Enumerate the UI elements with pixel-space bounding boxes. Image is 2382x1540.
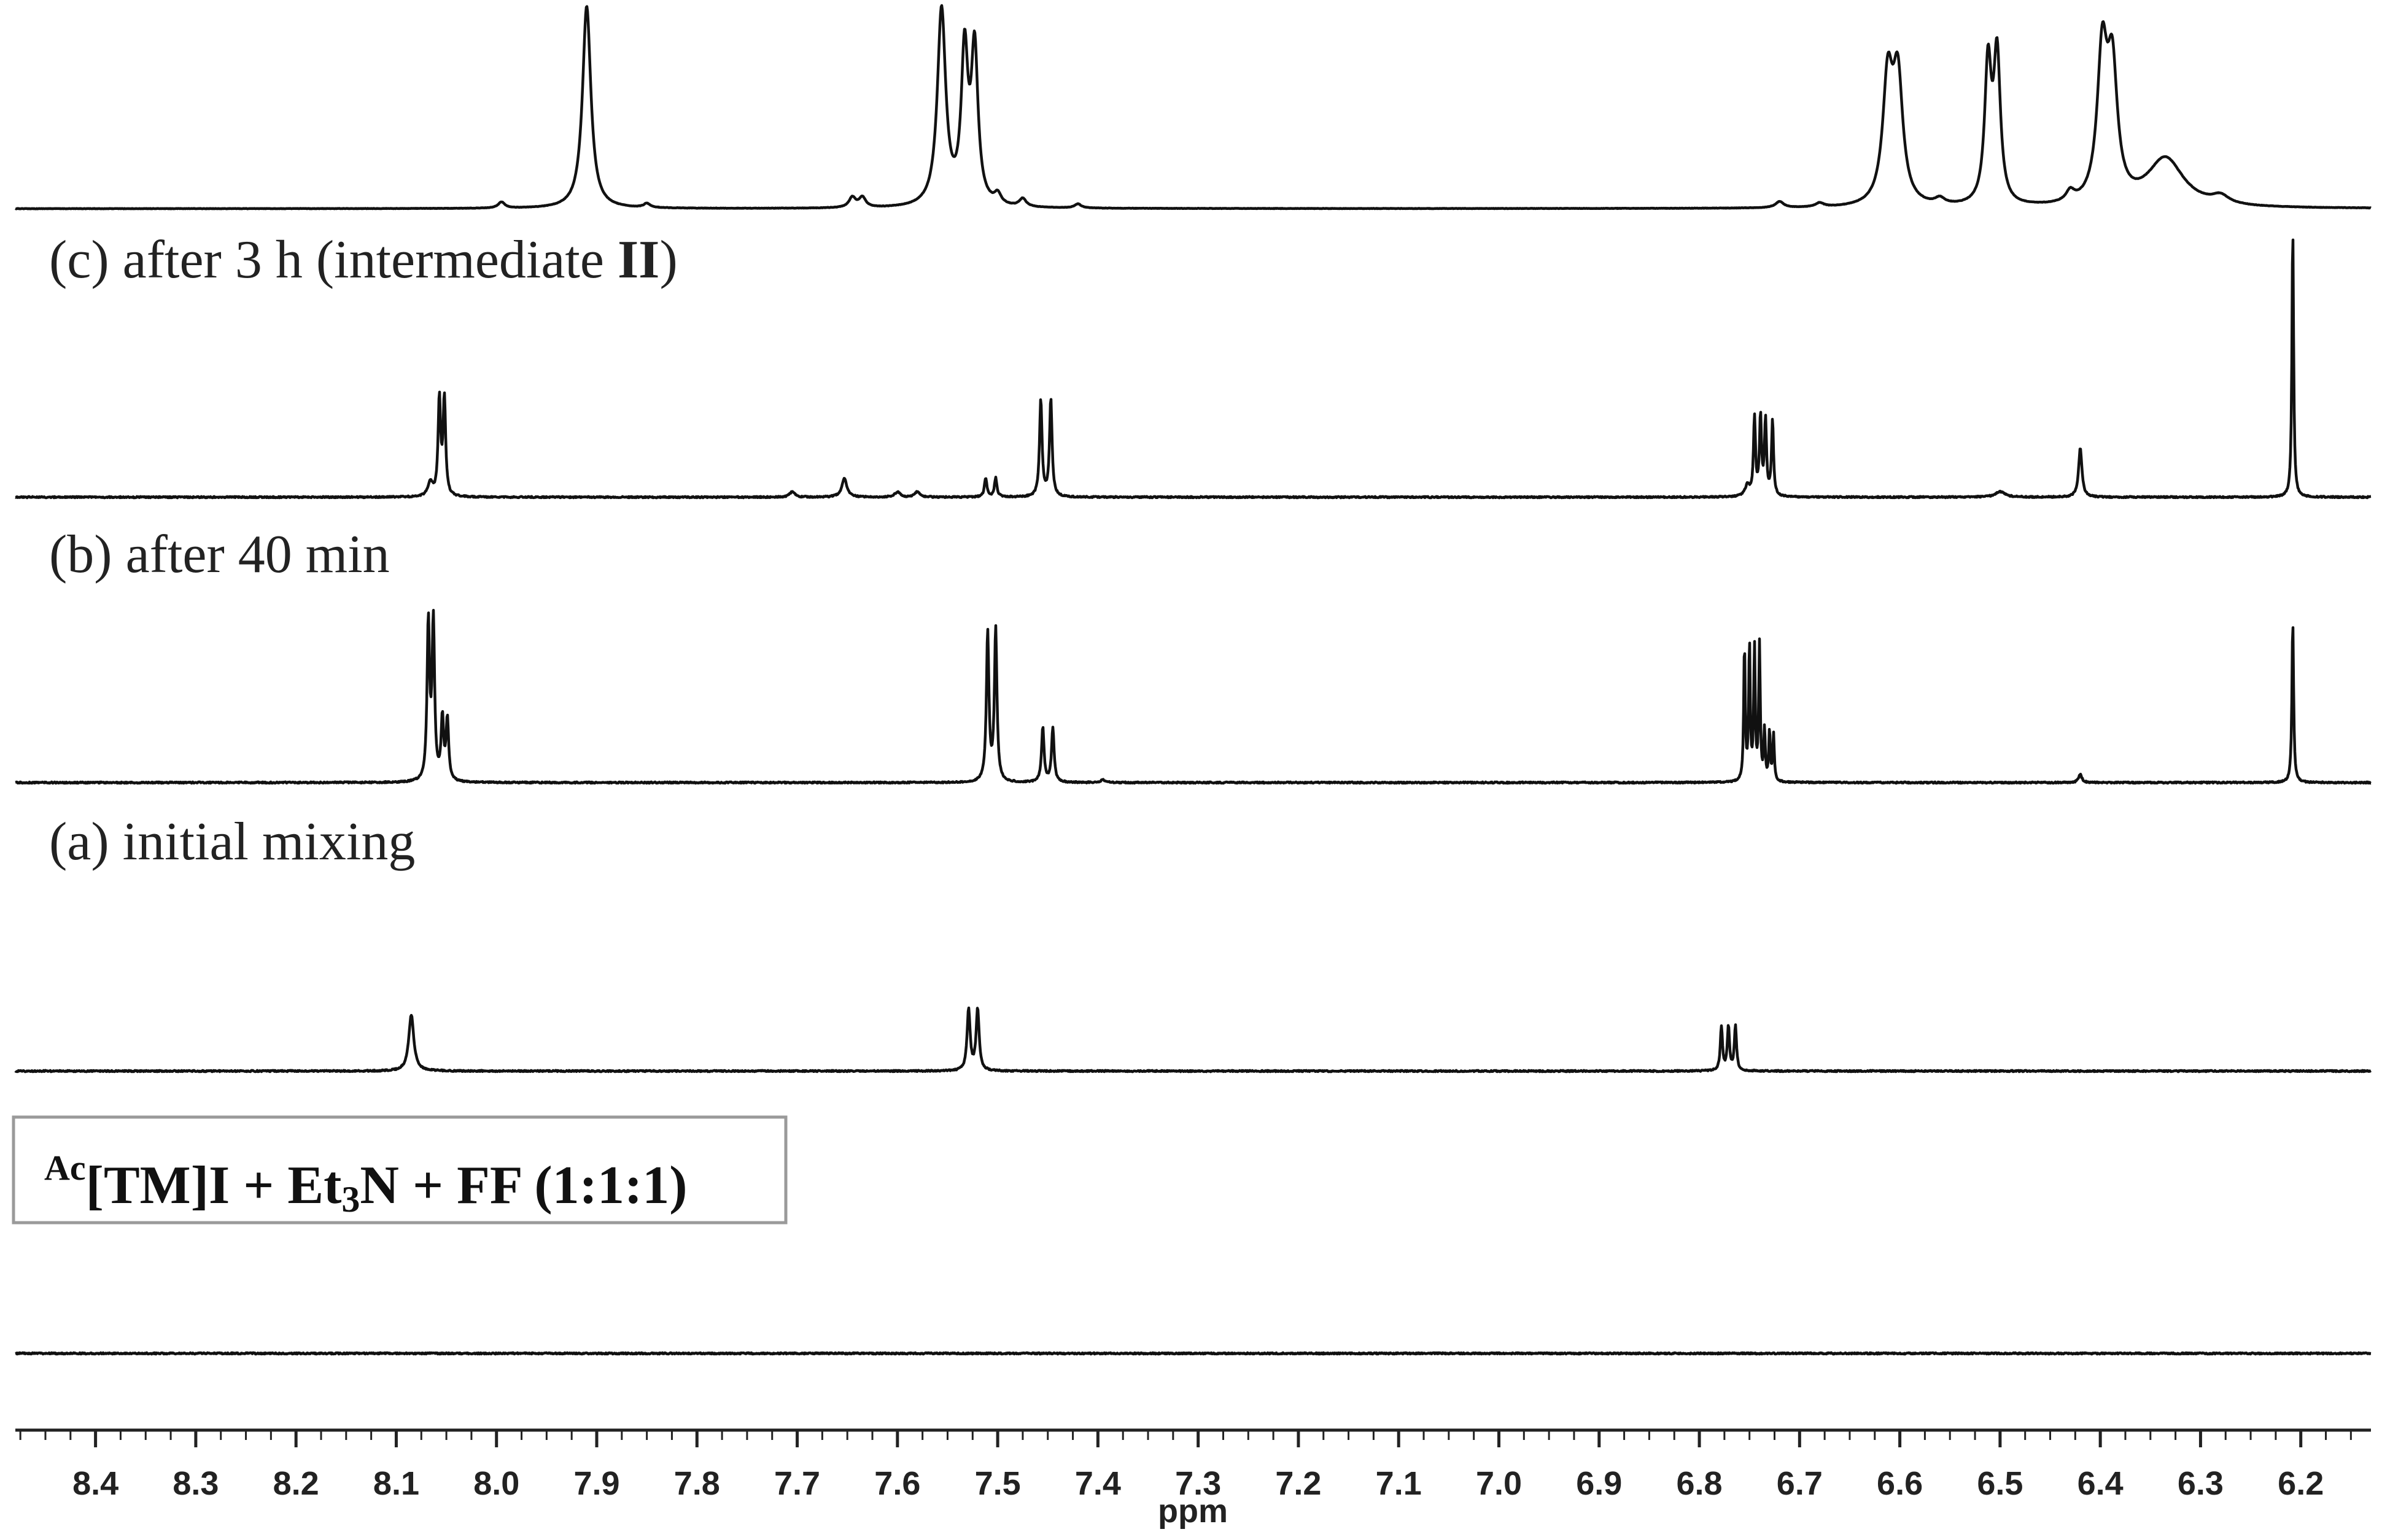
- x-tick-label: 7.4: [1075, 1465, 1121, 1502]
- x-tick-label: 7.8: [674, 1465, 720, 1502]
- spectrum-trace-2: [14, 238, 2372, 500]
- x-tick-label: 8.3: [173, 1465, 219, 1502]
- x-tick-label: 8.2: [273, 1465, 319, 1502]
- x-tick-label: 7.0: [1476, 1465, 1522, 1502]
- x-tick-label: 8.1: [373, 1465, 419, 1502]
- spectrum-trace-1: [14, 4, 2372, 211]
- x-tick-label: 7.6: [874, 1465, 920, 1502]
- x-tick-label: 7.7: [774, 1465, 820, 1502]
- x-tick-label: 6.9: [1576, 1465, 1622, 1502]
- x-tick-label: 6.6: [1877, 1465, 1923, 1502]
- spectrum-trace-3: [14, 609, 2372, 785]
- x-tick-label: 8.0: [473, 1465, 519, 1502]
- spectrum-label-b: (b) after 40 min: [49, 525, 390, 584]
- x-tick-label: 6.2: [2278, 1465, 2324, 1502]
- x-axis: 8.4 8.3 8.2 8.1 8.0 7.9 7.8 7.7 7.6 7.5 7.4 7.3 7.2 7…: [15, 1428, 2371, 1530]
- reagent-legend-box: Ac[TM]I + Et3N + FF (1:1:1): [12, 1115, 788, 1225]
- spectra-traces: [14, 4, 2372, 1356]
- x-tick-label: 7.1: [1376, 1465, 1422, 1502]
- x-tick-label: 6.3: [2178, 1465, 2224, 1502]
- x-tick-label: 7.3: [1175, 1465, 1221, 1502]
- spectrum-label-a: (a) initial mixing: [49, 812, 415, 872]
- x-tick-label: 6.8: [1677, 1465, 1723, 1502]
- x-tick-label: 6.4: [2077, 1465, 2124, 1502]
- x-tick-label: 6.5: [1977, 1465, 2023, 1502]
- legend-box-border: [12, 1115, 788, 1225]
- x-axis-label: ppm: [1158, 1493, 1228, 1530]
- spectrum-label-c: (c) after 3 h (intermediate II): [49, 230, 678, 290]
- x-axis-ticks: 8.4 8.3 8.2 8.1 8.0 7.9 7.8 7.7 7.6 7.5 7.4 7.3 7.2 7…: [19, 1430, 2352, 1502]
- spectrum-trace-4: [14, 1006, 2372, 1074]
- x-tick-label: 7.9: [573, 1465, 619, 1502]
- x-tick-label: 7.5: [975, 1465, 1021, 1502]
- spectrum-trace-5: [14, 1351, 2372, 1356]
- x-tick-label: 6.7: [1777, 1465, 1823, 1502]
- legend-box-text: Ac[TM]I + Et3N + FF (1:1:1): [44, 1148, 688, 1220]
- x-tick-label: 8.4: [72, 1465, 118, 1502]
- x-tick-label: 7.2: [1275, 1465, 1321, 1502]
